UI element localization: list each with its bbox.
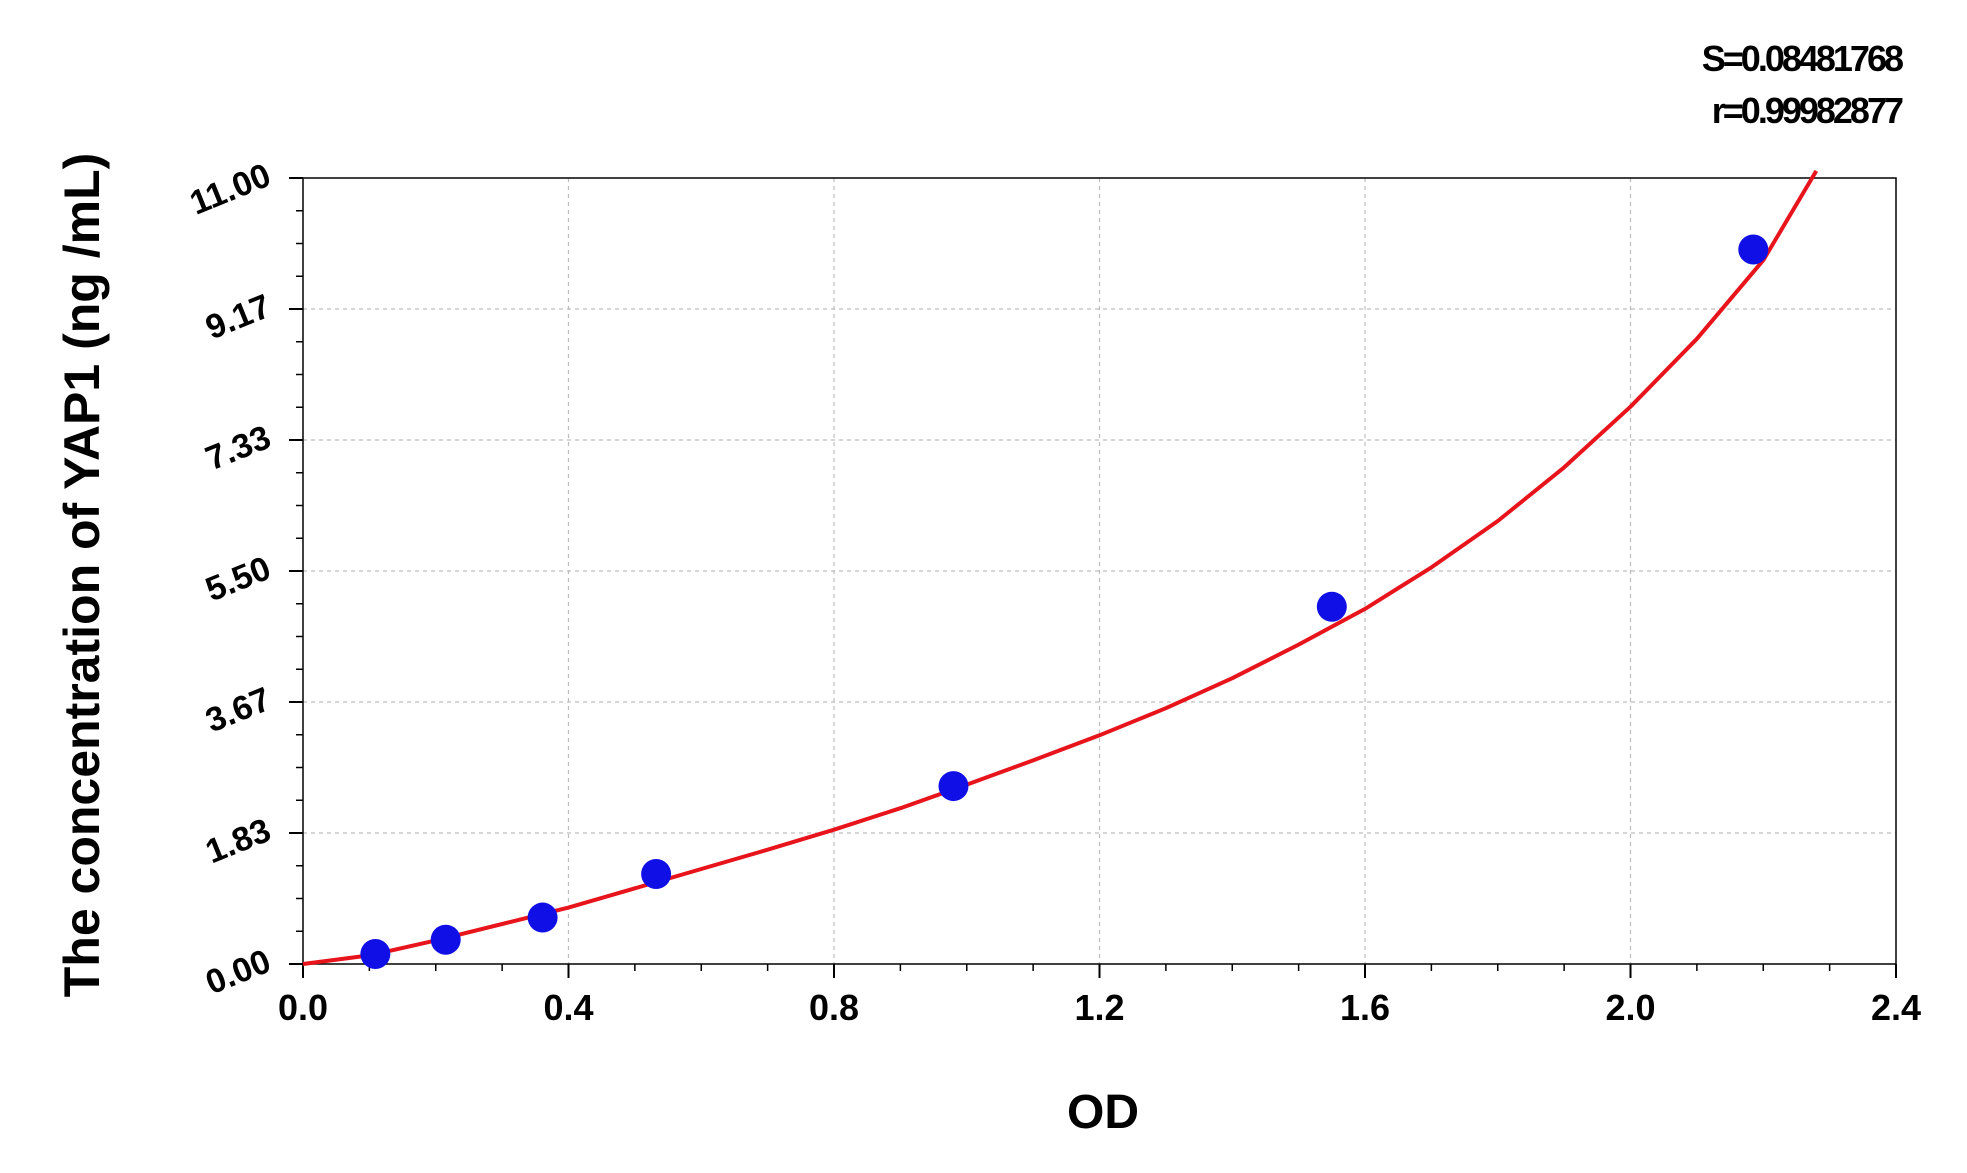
r-statistic: r=0.99982877 — [1711, 90, 1904, 131]
y-tick-label: 7.33 — [200, 418, 276, 478]
grid — [303, 178, 1896, 964]
data-point — [938, 771, 969, 802]
y-tick-label: 5.50 — [200, 549, 276, 609]
fit-curve-layer — [302, 169, 1819, 966]
s-statistic: S=0.08481768 — [1701, 38, 1904, 79]
x-tick-label: 2.0 — [1605, 987, 1655, 1028]
y-tick-label: 9.17 — [200, 287, 276, 347]
x-tick-label: 0.4 — [543, 987, 593, 1028]
x-axis-label: OD — [1067, 1086, 1139, 1139]
data-point — [641, 858, 672, 889]
y-tick-label: 3.67 — [200, 680, 276, 740]
y-tick-label: 11.00 — [185, 156, 276, 222]
data-point — [430, 924, 461, 955]
data-points-layer — [360, 234, 1769, 969]
data-point — [1316, 591, 1347, 622]
fit-curve — [302, 169, 1819, 966]
data-point — [1738, 234, 1769, 265]
data-point — [360, 938, 391, 969]
x-tick-label: 2.4 — [1871, 987, 1921, 1028]
x-tick-label: 0.8 — [809, 987, 859, 1028]
x-tick-label: 0.0 — [278, 987, 328, 1028]
y-tick-label: 1.83 — [200, 811, 276, 871]
ticks: 0.0 0.4 0.8 1.2 1.6 2.0 2.4 0.00 1.83 3.67 5.50 7.3… — [185, 156, 1921, 1028]
x-tick-label: 1.2 — [1074, 987, 1124, 1028]
data-point — [527, 902, 558, 933]
x-tick-label: 1.6 — [1340, 987, 1390, 1028]
y-axis-label: The concentration of YAP1 (ng /mL) — [54, 152, 110, 998]
y-tick-label: 0.00 — [200, 942, 276, 1002]
